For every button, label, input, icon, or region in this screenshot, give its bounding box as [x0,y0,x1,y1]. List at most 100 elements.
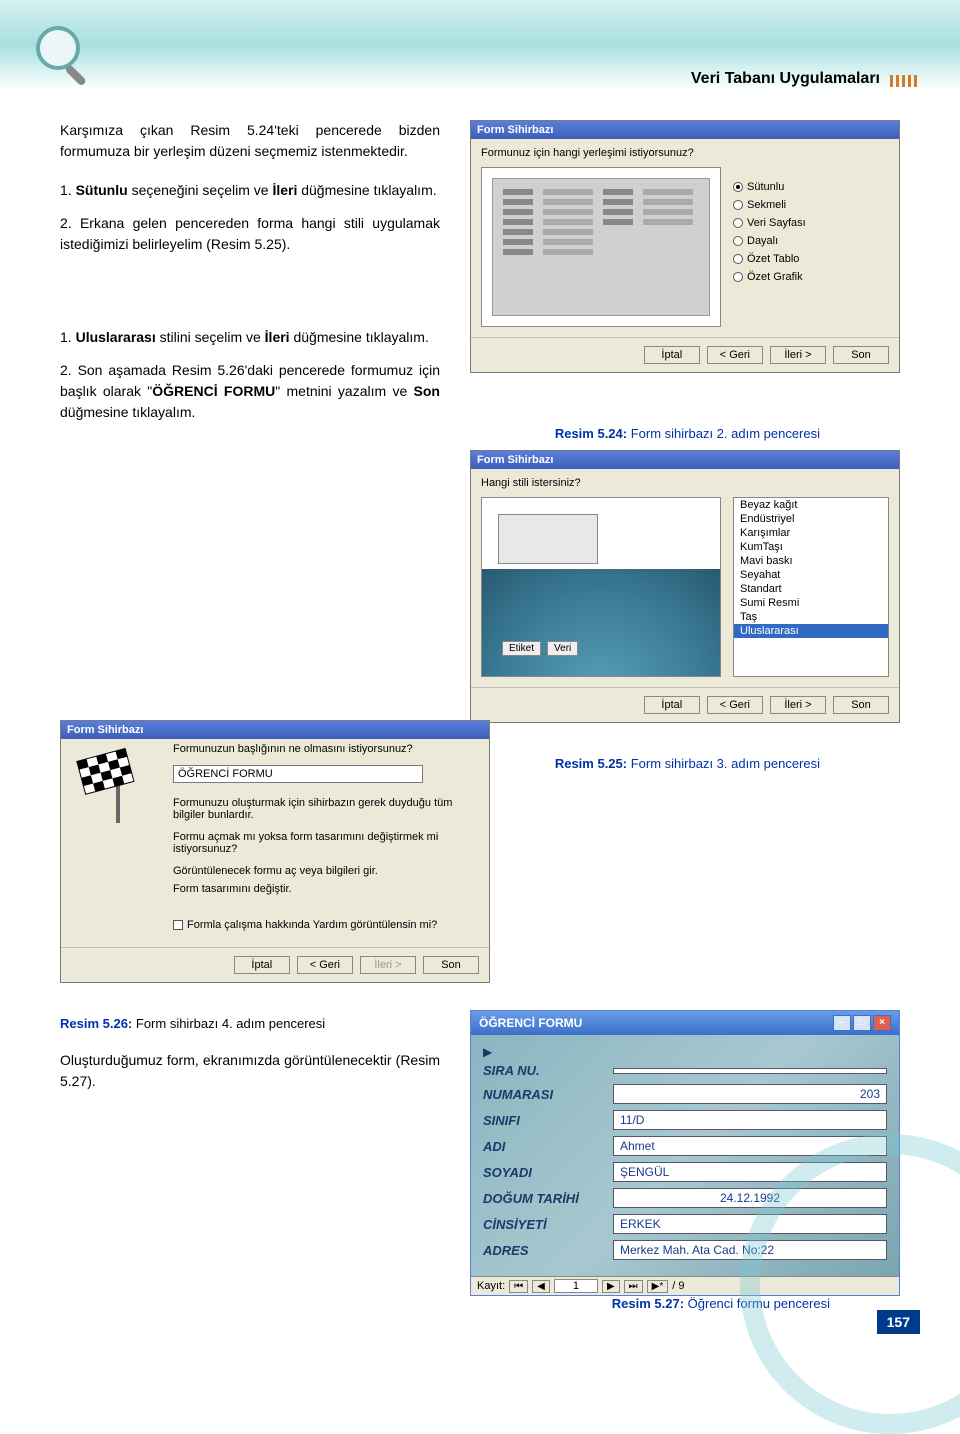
form-title-input[interactable]: ÖĞRENCİ FORMU [173,765,423,783]
caption-text: Form sihirbazı 2. adım penceresi [627,426,820,441]
finish-button[interactable]: Son [833,346,889,364]
cancel-button[interactable]: İptal [644,696,700,714]
field-label: NUMARASI [483,1087,613,1102]
nav-new-button[interactable]: ▶* [647,1280,669,1293]
bold-word: Son [414,383,440,399]
list-item[interactable]: Beyaz kağıt [734,498,888,512]
list-item[interactable]: Seyahat [734,568,888,582]
bold-word: Uluslararası [76,329,156,345]
next-button-disabled: İleri > [360,956,416,974]
radio[interactable] [733,254,743,264]
bold-word: Sütunlu [76,182,128,198]
field-label: ADI [483,1139,613,1154]
magnifier-icon [30,20,100,90]
caption-label: Resim 5.27: [612,1296,684,1311]
back-button[interactable]: < Geri [297,956,353,974]
list-item[interactable]: Standart [734,582,888,596]
field-label: SINIFI [483,1113,613,1128]
style-list[interactable]: Beyaz kağıt Endüstriyel Karışımlar KumTa… [733,497,889,677]
caption-label: Resim 5.25: [555,756,627,771]
text: seçeneğini seçelim ve [128,182,273,198]
text: düğmesine tıklayalım. [290,329,429,345]
intro-paragraph: Karşımıza çıkan Resim 5.24'teki pencered… [60,120,440,162]
list-item[interactable]: Endüstriyel [734,512,888,526]
nav-position[interactable]: 1 [554,1279,598,1293]
cancel-button[interactable]: İptal [644,346,700,364]
back-button[interactable]: < Geri [707,346,763,364]
layout-options: Sütunlu Sekmeli Veri Sayfası Dayalı Özet… [733,167,889,327]
preview-veri-label: Veri [547,641,578,656]
field-value[interactable] [613,1068,887,1074]
nav-prev-button[interactable]: ◀ [532,1280,550,1293]
nav-label: Kayıt: [477,1280,505,1292]
field-value[interactable]: 11/D [613,1110,887,1130]
next-button[interactable]: İleri > [770,346,826,364]
radio[interactable] [733,200,743,210]
checkbox[interactable] [173,920,183,930]
result-paragraph: Oluşturduğumuz form, ekranımızda görüntü… [60,1050,440,1092]
list-item[interactable]: Taş [734,610,888,624]
text: düğmesine tıklayalım. [297,182,436,198]
help-label: Formla çalışma hakkında Yardım görüntüle… [187,919,437,931]
minimize-button[interactable]: – [833,1015,851,1031]
option-label: Özet Grafik [747,271,803,283]
option-label: Görüntülenecek formu aç veya bilgileri g… [173,865,378,877]
wizard-prompt: Hangi stili istersiniz? [471,469,899,493]
header-bars-icon [890,75,920,87]
option-label: Sütunlu [747,181,784,193]
field-label: SOYADI [483,1165,613,1180]
maximize-button[interactable]: □ [853,1015,871,1031]
field-label: CİNSİYETİ [483,1217,613,1232]
form-wizard-step3: Form Sihirbazı Hangi stili istersiniz? E… [470,450,900,723]
option-label: Veri Sayfası [747,217,806,229]
nav-total: / 9 [672,1280,684,1292]
form-wizard-step2: Form Sihirbazı Formunuz için hangi yerle… [470,120,900,373]
nav-last-button[interactable]: ⏭ [624,1280,643,1293]
finish-button[interactable]: Son [833,696,889,714]
list-item-selected[interactable]: Uluslararası [734,624,888,638]
wizard-info: Formunuzu oluşturmak için sihirbazın ger… [173,797,479,821]
wizard-prompt: Formunuz için hangi yerleşimi istiyorsun… [471,139,899,163]
preview-etiket-label: Etiket [502,641,541,656]
radio-selected[interactable] [733,182,743,192]
form-row: NUMARASI203 [483,1084,887,1104]
caption-label: Resim 5.24: [555,426,627,441]
next-button[interactable]: İleri > [770,696,826,714]
nav-next-button[interactable]: ▶ [602,1280,620,1293]
form-wizard-step4: Form Sihirbazı Formunuzun başlığının ne … [60,720,490,983]
form-row: SIRA NU. [483,1063,887,1078]
window-title: ÖĞRENCİ FORMU [479,1016,582,1030]
text: " metnini yazalım ve [275,383,413,399]
form-row: SINIFI11/D [483,1110,887,1130]
nav-first-button[interactable]: ⏮ [509,1280,528,1293]
radio[interactable] [733,218,743,228]
radio[interactable] [733,272,743,282]
caption-526: Resim 5.26: Form sihirbazı 4. adım pence… [60,1016,325,1031]
checkered-flag-icon [71,743,161,833]
list-item[interactable]: Sumi Resmi [734,596,888,610]
list-item[interactable]: Karışımlar [734,526,888,540]
caption-524: Resim 5.24: Form sihirbazı 2. adım pence… [555,426,820,441]
step-number: 2. [60,362,72,378]
finish-button[interactable]: Son [423,956,479,974]
radio[interactable] [733,236,743,246]
list-item[interactable]: Mavi baskı [734,554,888,568]
step-number: 1. [60,182,72,198]
list-item[interactable]: KumTaşı [734,540,888,554]
wizard-titlebar: Form Sihirbazı [471,451,899,469]
back-button[interactable]: < Geri [707,696,763,714]
wizard-prompt: Formunuzun başlığının ne olmasını istiyo… [173,743,479,755]
bold-word: ÖĞRENCİ FORMU [152,383,275,399]
bold-word: İleri [272,182,297,198]
option-label: Form tasarımını değiştir. [173,883,292,895]
page-number: 157 [877,1310,920,1334]
field-value[interactable]: 203 [613,1084,887,1104]
caption-525: Resim 5.25: Form sihirbazı 3. adım pence… [555,756,820,771]
cancel-button[interactable]: İptal [234,956,290,974]
step-number: 1. [60,329,72,345]
field-label: SIRA NU. [483,1063,613,1078]
close-button[interactable]: × [873,1015,891,1031]
wizard-titlebar: Form Sihirbazı [61,721,489,739]
field-label: DOĞUM TARİHİ [483,1191,613,1206]
bold-word: İleri [265,329,290,345]
